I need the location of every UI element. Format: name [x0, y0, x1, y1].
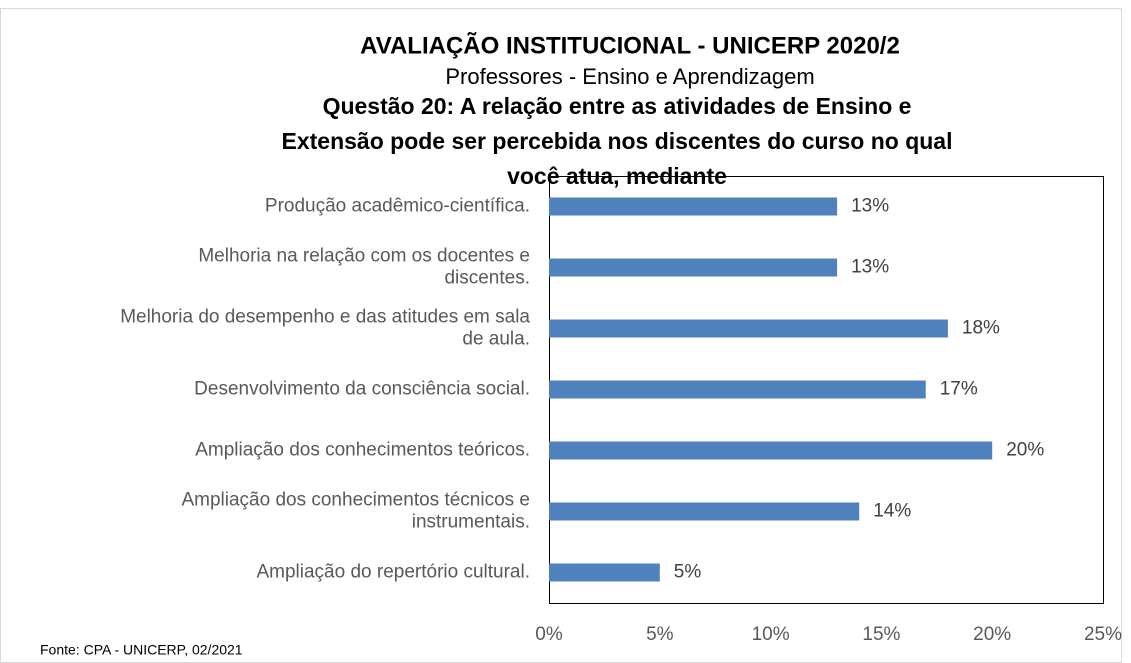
category-label: Ampliação dos conhecimentos teóricos. [195, 440, 530, 461]
category-label: Ampliação do repertório cultural. [256, 562, 530, 583]
bar [549, 441, 993, 460]
x-tick-label: 10% [752, 624, 790, 645]
question: Questão 20: A relação entre as atividade… [281, 93, 952, 189]
x-tick-label: 25% [1084, 624, 1122, 645]
x-tick-label: 5% [646, 624, 674, 645]
chart-title: AVALIAÇÃO INSTITUCIONAL - UNICERP 2020/2 [360, 31, 900, 59]
bar [549, 502, 860, 521]
bar [549, 197, 838, 216]
data-label: 20% [1006, 440, 1044, 461]
data-label: 14% [873, 501, 911, 522]
category-label: Produção acadêmico-científica. [265, 196, 530, 217]
data-label: 18% [962, 318, 1000, 339]
x-tick-label: 0% [535, 624, 563, 645]
bar [549, 563, 660, 582]
category-label: Ampliação dos conhecimentos técnicos e in… [181, 490, 530, 533]
data-label: 17% [940, 379, 978, 400]
bar [549, 258, 838, 277]
data-label: 13% [851, 196, 889, 217]
category-label: Melhoria na relação com os docentes e dis… [198, 246, 530, 289]
bar [549, 319, 948, 338]
source: Fonte: CPA - UNICERP, 02/2021 [40, 642, 243, 658]
bar [549, 380, 926, 399]
x-tick-label: 20% [973, 624, 1011, 645]
chart-subtitle: Professores - Ensino e Aprendizagem [445, 64, 814, 89]
data-label: 13% [851, 257, 889, 278]
x-tick-label: 15% [862, 624, 900, 645]
category-label: Melhoria do desempenho e das atitudes em… [120, 307, 530, 350]
category-label: Desenvolvimento da consciência social. [194, 379, 530, 400]
data-label: 5% [674, 562, 702, 583]
